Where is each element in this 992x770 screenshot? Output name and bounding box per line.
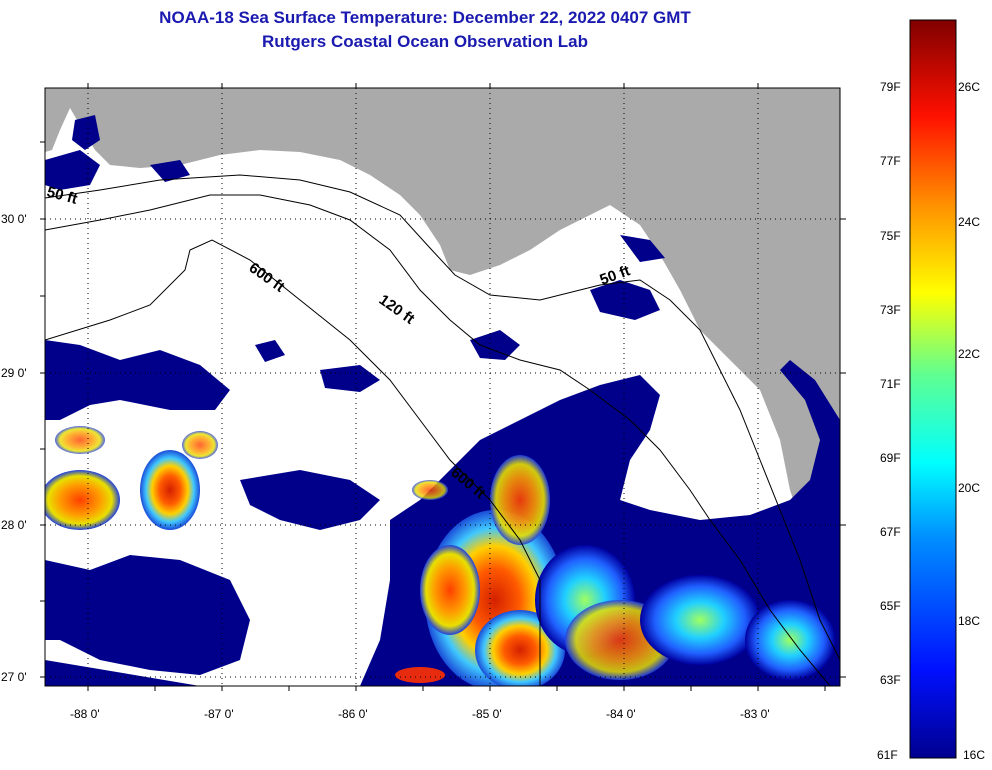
cb-f-79: 79F [880, 80, 901, 94]
lon-label-85: -85 0' [472, 707, 502, 721]
lat-label-27: 27 0' [1, 670, 27, 684]
cb-f-63: 63F [880, 673, 901, 687]
map-subtitle: Rutgers Coastal Ocean Observation Lab [262, 32, 588, 51]
cb-f-61: 61F [877, 748, 898, 762]
cb-c-18: 18C [958, 614, 981, 628]
lat-label-29: 29 0' [1, 366, 27, 380]
land-mass [45, 88, 840, 545]
lat-label-28: 28 0' [1, 518, 27, 532]
cb-c-22: 22C [958, 347, 981, 361]
lon-label-87: -87 0' [204, 707, 234, 721]
cb-f-77: 77F [880, 154, 901, 168]
lon-label-83: -83 0' [740, 707, 770, 721]
cb-f-71: 71F [880, 377, 901, 391]
cb-f-73: 73F [880, 303, 901, 317]
map-frame [44, 87, 841, 687]
temperature-colorbar [909, 19, 957, 759]
cb-c-16: 16C [963, 748, 986, 762]
lat-label-30: 30 0' [1, 212, 27, 226]
cb-f-69: 69F [880, 451, 901, 465]
cb-f-75: 75F [880, 229, 901, 243]
lon-label-86: -86 0' [338, 707, 368, 721]
cb-f-65: 65F [880, 599, 901, 613]
lon-label-84: -84 0' [606, 707, 636, 721]
cb-c-26: 26C [958, 80, 981, 94]
cb-c-20: 20C [958, 481, 981, 495]
cb-c-24: 24C [958, 215, 981, 229]
warm-water-patches [45, 426, 835, 686]
lon-label-88: -88 0' [70, 707, 100, 721]
map-title: NOAA-18 Sea Surface Temperature: Decembe… [159, 8, 691, 27]
bathymetry-contours [45, 174, 840, 686]
cb-f-67: 67F [880, 525, 901, 539]
